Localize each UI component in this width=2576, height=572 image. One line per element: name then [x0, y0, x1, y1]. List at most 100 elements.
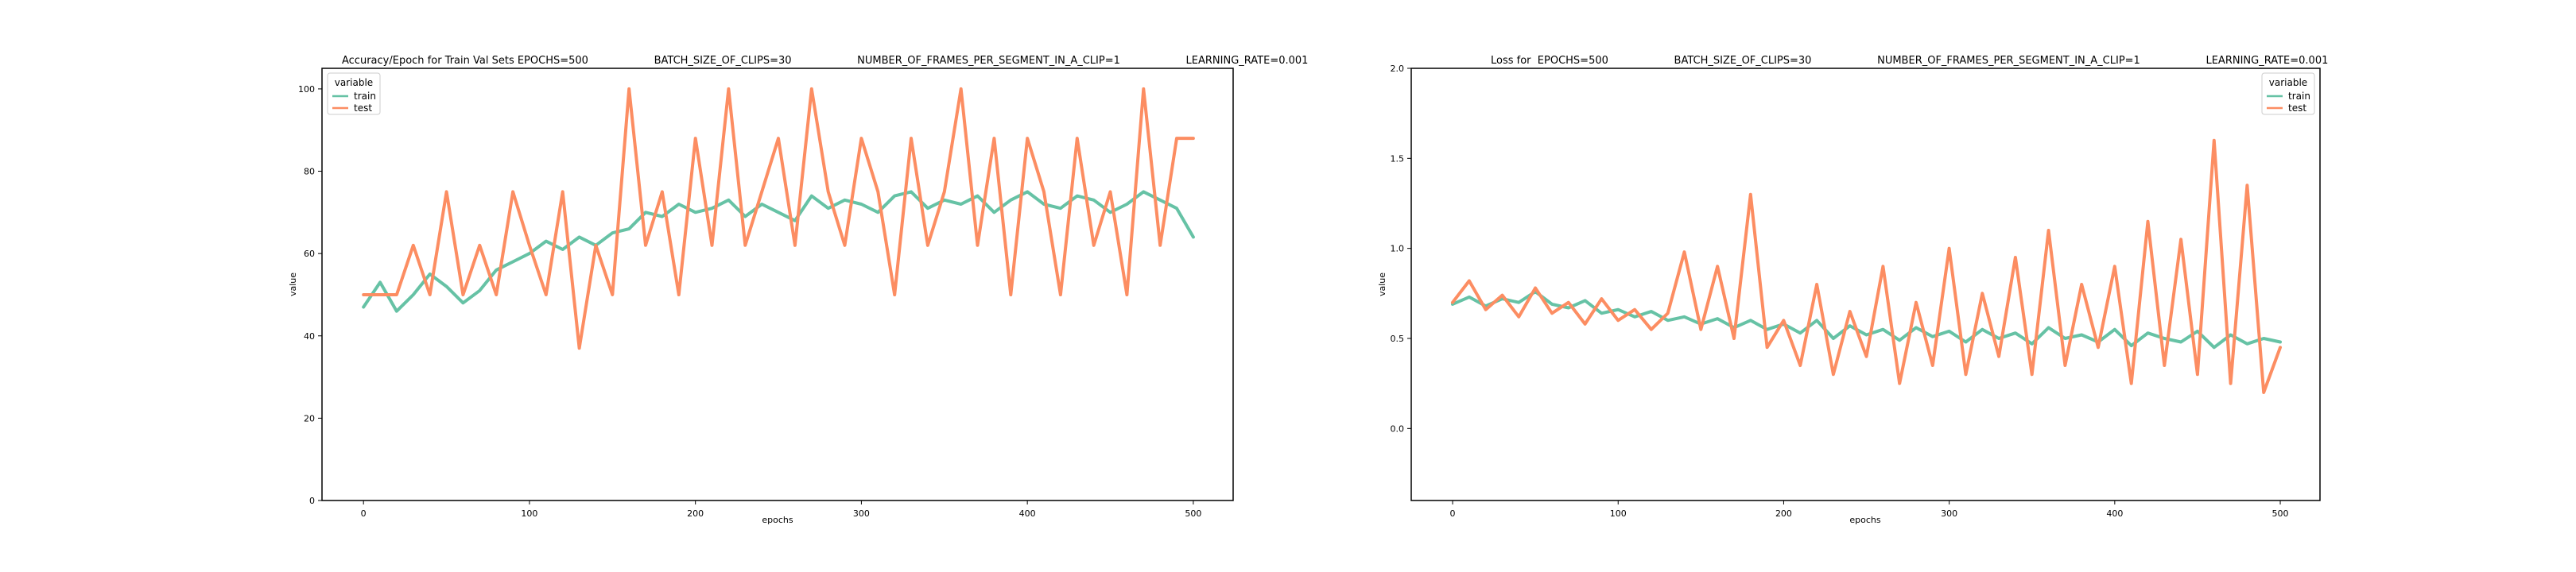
data-point-train [1899, 339, 1900, 342]
data-point-test [778, 137, 779, 139]
data-point-train [1501, 298, 1503, 300]
data-point-test [2031, 373, 2033, 376]
data-point-test [529, 245, 530, 246]
data-point-test [2015, 257, 2016, 258]
data-point-train [976, 195, 979, 197]
data-point-test [545, 294, 547, 296]
y-tick-label: 1.5 [1391, 153, 1405, 164]
y-tick-label: 0 [309, 496, 315, 506]
data-point-train [894, 195, 895, 197]
data-point-test [1010, 294, 1012, 296]
legend-test-label: test [354, 102, 372, 114]
data-point-test [1799, 365, 1802, 366]
data-point-train [1833, 338, 1834, 339]
data-point-test [429, 294, 431, 296]
data-point-train [1060, 207, 1061, 210]
data-point-train [1026, 191, 1028, 193]
data-point-test [595, 245, 597, 246]
data-point-test [2246, 184, 2248, 187]
data-point-train [2229, 334, 2232, 336]
data-point-test [844, 245, 846, 246]
data-point-train [529, 253, 530, 254]
legend-train-label: train [2288, 91, 2310, 102]
data-point-test [1932, 365, 1934, 366]
data-point-train [811, 195, 813, 197]
data-point-train [661, 215, 663, 218]
legend-title: variable [335, 77, 373, 88]
data-point-train [1882, 328, 1884, 330]
y-tick-label: 0.5 [1391, 334, 1405, 344]
data-point-test [661, 191, 663, 193]
data-point-train [479, 290, 481, 292]
x-tick-label: 300 [1941, 508, 1957, 519]
data-point-train [1915, 327, 1917, 329]
data-point-test [711, 245, 713, 246]
data-point-train [960, 203, 962, 205]
data-point-train [1159, 199, 1161, 201]
legend-box [2261, 72, 2315, 115]
data-point-test [2263, 392, 2264, 393]
data-point-train [2213, 346, 2215, 349]
data-point-train [910, 191, 912, 193]
data-point-train [778, 211, 779, 214]
x-tick-label: 200 [687, 508, 704, 519]
data-point-train [2163, 338, 2166, 339]
data-point-test [877, 191, 879, 193]
data-point-train [1932, 335, 1934, 338]
data-point-train [694, 211, 696, 214]
data-point-test [827, 191, 829, 193]
data-point-train [611, 232, 614, 234]
data-point-test [413, 245, 414, 246]
data-point-train [860, 203, 863, 205]
data-point-test [1948, 247, 1950, 249]
data-point-test [2180, 238, 2182, 241]
data-point-train [2197, 330, 2198, 332]
y-tick-label: 100 [298, 84, 315, 95]
data-point-test [944, 191, 945, 193]
data-point-test [2213, 139, 2215, 141]
data-point-train [2114, 328, 2116, 330]
data-point-test [1965, 373, 1967, 376]
data-point-train [744, 215, 747, 218]
data-point-test [894, 294, 895, 296]
data-point-train [1948, 330, 1950, 332]
data-point-train [794, 219, 796, 222]
data-point-train [1551, 303, 1553, 305]
data-point-train [2047, 327, 2050, 329]
x-tick-label: 0 [1450, 508, 1456, 519]
data-point-train [1092, 199, 1095, 201]
data-point-test [2130, 382, 2132, 385]
data-point-test [960, 88, 962, 90]
data-point-test [1551, 312, 1553, 315]
data-point-test [794, 245, 796, 246]
data-point-train [445, 285, 448, 288]
legend-test-label: test [2288, 102, 2306, 114]
data-point-test [1468, 280, 1470, 282]
data-point-test [512, 191, 514, 193]
data-point-train [561, 249, 564, 250]
data-point-test [495, 294, 497, 296]
data-point-test [645, 245, 646, 246]
data-point-test [1981, 292, 1984, 295]
data-point-test [363, 294, 365, 296]
data-point-train [1750, 319, 1752, 322]
data-point-train [379, 281, 381, 284]
chart-title: Accuracy/Epoch for Train Val Sets EPOCHS… [342, 55, 1308, 67]
data-point-train [2064, 338, 2066, 339]
data-point-train [2081, 334, 2082, 336]
data-point-train [1568, 307, 1569, 309]
data-point-test [561, 191, 564, 193]
data-point-test [811, 88, 813, 90]
data-point-test [462, 294, 464, 296]
data-point-train [1634, 316, 1635, 318]
data-point-test [1915, 301, 1917, 303]
data-point-train [1717, 318, 1718, 319]
data-point-train [927, 207, 929, 210]
data-point-train [462, 302, 464, 304]
data-point-test [2081, 284, 2082, 285]
data-point-train [2246, 343, 2248, 345]
data-point-test [445, 191, 448, 193]
data-point-train [1849, 325, 1851, 327]
data-point-test [1717, 265, 1718, 268]
